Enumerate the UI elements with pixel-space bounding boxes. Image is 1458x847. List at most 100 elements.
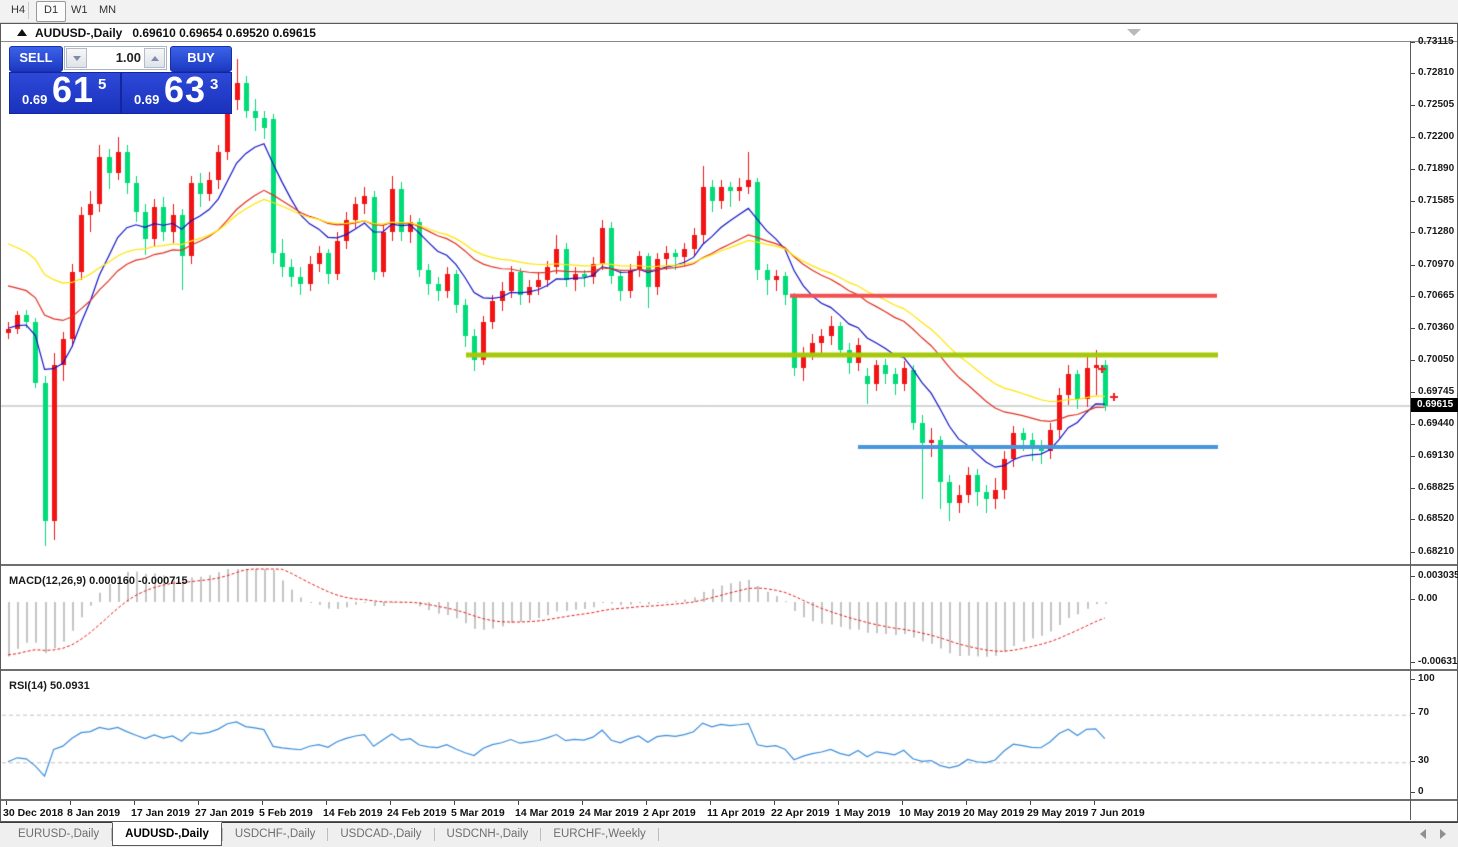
symbol-triangle-icon	[17, 29, 27, 36]
date-axis-label: 29 May 2019	[1027, 807, 1089, 819]
price-axis-label: 0.68520	[1418, 513, 1455, 525]
date-axis-label: 14 Mar 2019	[515, 807, 575, 819]
date-axis-label: 14 Feb 2019	[323, 807, 383, 819]
indicator-scale-label: -0.00631	[1418, 656, 1458, 667]
date-axis-tick	[198, 801, 199, 805]
date-axis-tick	[326, 801, 327, 805]
indicator-scale-tick	[1411, 679, 1415, 680]
volume-input[interactable]: 1.00	[115, 50, 141, 65]
date-axis-tick	[1030, 801, 1031, 805]
tab-usdchf[interactable]: USDCHF-,Daily	[234, 828, 316, 840]
price-axis-label: 0.71890	[1418, 162, 1455, 174]
buy-price-pip: 3	[210, 76, 219, 93]
date-axis-label: 17 Jan 2019	[131, 807, 190, 819]
sell-button[interactable]: SELL	[9, 46, 63, 72]
tab-audusd[interactable]: AUDUSD-,Daily	[112, 822, 222, 846]
date-axis-label: 1 May 2019	[835, 807, 891, 819]
indicator-scale-tick	[1411, 662, 1415, 663]
price-axis-tick	[1411, 200, 1415, 202]
price-axis-label: 0.70665	[1418, 290, 1455, 302]
date-axis-label: 27 Jan 2019	[195, 807, 254, 819]
price-axis-tick	[1411, 328, 1415, 330]
date-axis[interactable]: 30 Dec 2018 8 Jan 2019 17 Jan 2019 27 Jan 2…	[1, 801, 1410, 821]
date-axis-tick	[70, 801, 71, 805]
date-axis-label: 5 Feb 2019	[259, 807, 313, 819]
indicator-scale-label: 70	[1418, 707, 1430, 718]
symbol-tabs: EURUSD-,Daily AUDUSD-,Daily USDCHF-,Daily U…	[6, 822, 659, 846]
toolbar-divider	[28, 2, 29, 19]
indicator-scale-tick	[1411, 576, 1415, 577]
price-axis-tick	[1411, 104, 1415, 106]
indicator-scale-tick	[1411, 761, 1415, 762]
rsi-label: RSI(14) 50.0931	[9, 680, 90, 692]
indicator-scale-label: 30	[1418, 755, 1430, 766]
date-axis-tick	[518, 801, 519, 805]
price-axis-tick	[1411, 41, 1415, 43]
tab-separator	[433, 828, 435, 841]
buy-price-big: 63	[164, 69, 207, 110]
date-axis-label: 24 Feb 2019	[387, 807, 447, 819]
tab-usdcad[interactable]: USDCAD-,Daily	[340, 828, 422, 840]
timeframe-button-d1[interactable]: D1	[36, 1, 67, 22]
sell-price-button[interactable]: 0.69 61 5	[9, 69, 121, 114]
tab-scroll-left-icon[interactable]	[1420, 829, 1426, 839]
indicator-scale-tick	[1411, 713, 1415, 714]
tab-separator	[221, 828, 223, 841]
price-axis-tick	[1411, 168, 1415, 170]
tab-eurchf[interactable]: EURCHF-,Weekly	[553, 828, 646, 840]
timeframe-button-w1[interactable]: W1	[71, 4, 88, 16]
chart-ohlc-values: 0.69610 0.69654 0.69520 0.69615	[132, 26, 316, 40]
date-axis-label: 7 Jun 2019	[1091, 807, 1145, 819]
price-chart-canvas[interactable]	[1, 24, 1410, 804]
price-axis-tick	[1411, 360, 1415, 362]
tab-usdcnh[interactable]: USDCNH-,Daily	[446, 828, 529, 840]
date-axis-label: 8 Jan 2019	[67, 807, 121, 819]
date-axis-tick	[6, 801, 7, 805]
price-axis-label: 0.69745	[1418, 385, 1455, 397]
timeframe-button-mn[interactable]: MN	[99, 4, 117, 16]
indicator-scale-label: 0	[1418, 786, 1424, 797]
one-click-trade-panel: SELL 1.00 BUY 0.69 61 5 0.69 63 3	[9, 46, 232, 133]
volume-decrease-button[interactable]	[66, 48, 87, 68]
date-axis-label: 11 Apr 2019	[707, 807, 765, 819]
tab-eurusd[interactable]: EURUSD-,Daily	[18, 828, 100, 840]
sell-price-pip: 5	[98, 76, 107, 93]
price-axis-label: 0.70360	[1418, 322, 1455, 334]
date-axis-tick	[390, 801, 391, 805]
timeframe-button-h4[interactable]: H4	[11, 4, 26, 16]
price-axis-tick	[1411, 391, 1415, 393]
date-axis-tick	[838, 801, 839, 805]
price-axis-label: 0.69130	[1418, 449, 1455, 461]
date-axis-label: 20 May 2019	[963, 807, 1025, 819]
tab-scroll-right-icon[interactable]	[1440, 829, 1446, 839]
rsi-pane-separator[interactable]	[1, 669, 1457, 671]
date-axis-tick	[1094, 801, 1095, 805]
price-axis-label: 0.71585	[1418, 194, 1455, 206]
date-axis-label: 10 May 2019	[899, 807, 961, 819]
chart-symbol-period: AUDUSD-,Daily	[35, 26, 123, 40]
price-axis-label: 0.72810	[1418, 67, 1455, 79]
macd-pane-separator[interactable]	[1, 564, 1457, 566]
price-axis-label: 0.71280	[1418, 226, 1455, 238]
price-axis-tick	[1411, 296, 1415, 298]
price-axis-tick	[1411, 423, 1415, 425]
price-axis-tick	[1411, 232, 1415, 234]
sell-price-big: 61	[52, 69, 95, 110]
tab-separator	[657, 828, 659, 841]
price-axis-label: 0.68825	[1418, 481, 1455, 493]
price-axis-label: 0.72505	[1418, 98, 1455, 110]
date-axis-tick	[902, 801, 903, 805]
date-axis-label: 22 Apr 2019	[771, 807, 830, 819]
date-axis-tick	[454, 801, 455, 805]
date-axis-tick	[710, 801, 711, 805]
date-axis-label: 2 Apr 2019	[643, 807, 696, 819]
buy-button[interactable]: BUY	[170, 46, 232, 72]
buy-price-button[interactable]: 0.69 63 3	[121, 69, 232, 114]
price-axis-tick	[1411, 73, 1415, 75]
volume-increase-button[interactable]	[144, 48, 165, 68]
price-axis-divider	[1410, 41, 1411, 820]
sell-price-prefix: 0.69	[22, 92, 48, 107]
scroll-to-end-icon[interactable]	[1127, 29, 1141, 36]
date-axis-label: 24 Mar 2019	[579, 807, 639, 819]
